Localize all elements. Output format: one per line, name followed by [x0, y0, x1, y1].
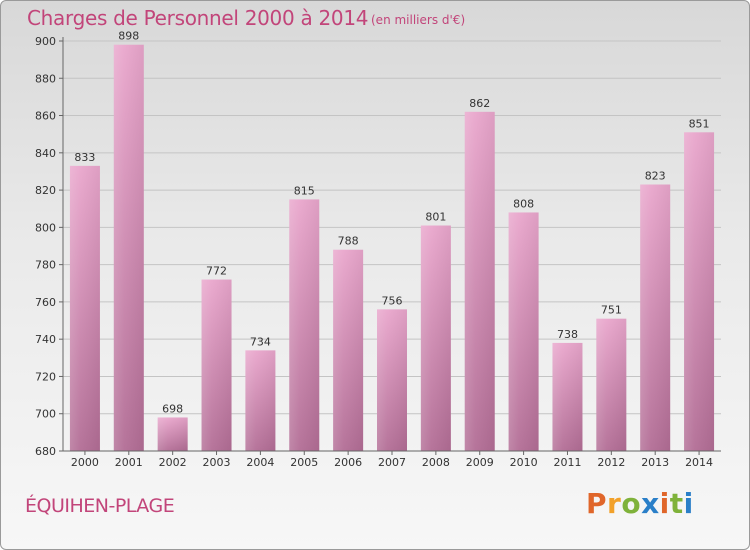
logo-letter: x [641, 487, 660, 520]
bar-shine [596, 318, 627, 451]
logo-letter: r [607, 487, 622, 520]
bar-value-label: 862 [469, 97, 490, 110]
bar-value-label: 698 [162, 402, 183, 415]
bar-group: 862 [464, 97, 495, 452]
bar-shine [113, 44, 144, 452]
x-tick-label: 2005 [290, 456, 318, 469]
bar-group: 851 [684, 117, 715, 451]
y-tick-label: 900 [35, 35, 56, 48]
bar-shine [333, 249, 364, 451]
bar-value-label: 898 [118, 30, 139, 43]
bar-shine [69, 165, 100, 451]
bar-group: 751 [596, 304, 627, 451]
x-tick-label: 2012 [597, 456, 625, 469]
bar-value-label: 751 [601, 304, 622, 317]
bar-shine [552, 342, 583, 451]
bar-group: 801 [420, 211, 451, 451]
bar-value-label: 788 [338, 235, 359, 248]
x-tick-label: 2011 [553, 456, 581, 469]
bar-group: 738 [552, 328, 583, 451]
x-tick-label: 2004 [246, 456, 274, 469]
bar-group: 734 [245, 335, 276, 451]
bar-shine [201, 279, 232, 451]
bar-shine [289, 199, 320, 451]
logo-letter: i [659, 487, 670, 520]
bars-layer: 833 898 698 772 734 815 788 756 801 862 808 738 751 8… [69, 30, 715, 452]
bar-group: 823 [640, 170, 671, 451]
bar-value-label: 833 [74, 151, 95, 164]
bar-value-label: 851 [689, 117, 710, 130]
bar-shine [157, 417, 188, 451]
y-tick-label: 880 [35, 72, 56, 85]
logo-letter: o [621, 487, 642, 520]
bar-value-label: 823 [645, 170, 666, 183]
bar-group: 698 [157, 402, 188, 451]
bar-value-label: 815 [294, 184, 315, 197]
y-tick-label: 800 [35, 221, 56, 234]
y-tick-label: 840 [35, 147, 56, 160]
x-tick-label: 2003 [203, 456, 231, 469]
commune-name: ÉQUIHEN-PLAGE [25, 495, 175, 517]
y-tick-label: 720 [35, 370, 56, 383]
x-tick-label: 2001 [115, 456, 143, 469]
x-tick-label: 2009 [466, 456, 494, 469]
logo-letter: t [669, 487, 684, 520]
y-tick-label: 780 [35, 259, 56, 272]
bar-shine [684, 132, 715, 451]
bar-value-label: 738 [557, 328, 578, 341]
x-tick-label: 2002 [159, 456, 187, 469]
chart-title: Charges de Personnel 2000 à 2014 [27, 6, 369, 30]
axis-layer: 680 700 720 740 760 780 800 820 840 860 880 900 2000… [35, 35, 721, 469]
x-tick-label: 2014 [685, 456, 713, 469]
logo-letter: i [683, 487, 694, 520]
y-tick-label: 820 [35, 184, 56, 197]
y-tick-label: 700 [35, 408, 56, 421]
bar-shine [245, 350, 276, 451]
bar-shine [640, 184, 671, 451]
y-tick-label: 740 [35, 333, 56, 346]
bar-group: 815 [289, 184, 320, 451]
x-tick-label: 2010 [510, 456, 538, 469]
bar-value-label: 772 [206, 265, 227, 278]
x-tick-label: 2006 [334, 456, 362, 469]
proxiti-logo[interactable]: Proxiti [586, 487, 694, 520]
bar-group: 808 [508, 197, 539, 451]
y-tick-label: 860 [35, 110, 56, 123]
bar-group: 833 [69, 151, 100, 451]
bar-group: 756 [377, 294, 407, 451]
bar-shine [464, 111, 495, 452]
bar-shine [377, 309, 407, 451]
chart-unit-note: (en milliers d'€) [371, 13, 466, 27]
bar-group: 898 [113, 30, 144, 452]
x-tick-label: 2013 [641, 456, 669, 469]
bar-value-label: 734 [250, 335, 271, 348]
bar-shine [508, 212, 539, 451]
y-tick-label: 760 [35, 296, 56, 309]
bar-group: 788 [333, 235, 364, 451]
x-tick-label: 2007 [378, 456, 406, 469]
x-tick-label: 2008 [422, 456, 450, 469]
bar-shine [420, 225, 451, 451]
bar-value-label: 801 [425, 211, 446, 224]
logo-letter: P [586, 487, 608, 520]
x-tick-label: 2000 [71, 456, 99, 469]
bar-group: 772 [201, 265, 232, 451]
bar-value-label: 756 [382, 294, 403, 307]
bar-value-label: 808 [513, 197, 534, 210]
y-tick-label: 680 [35, 445, 56, 458]
